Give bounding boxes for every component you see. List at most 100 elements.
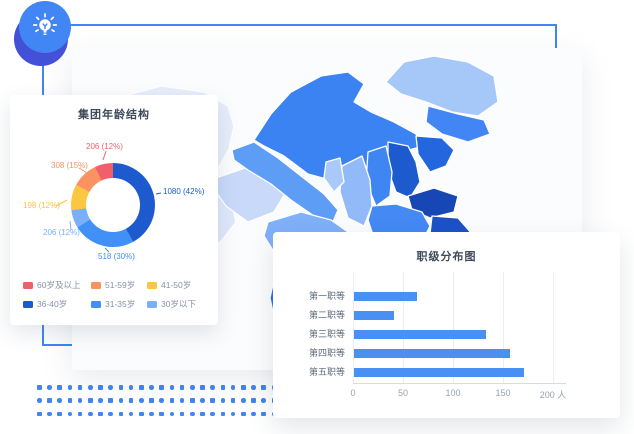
dot xyxy=(230,385,236,390)
dot xyxy=(190,411,195,417)
dot xyxy=(139,385,144,390)
gridline xyxy=(453,272,454,383)
dot xyxy=(261,385,266,390)
dot xyxy=(108,411,113,417)
legend-swatch xyxy=(147,300,157,308)
donut-label: 206 (12%) xyxy=(86,142,123,151)
donut-label: 308 (15%) xyxy=(51,161,88,170)
dot xyxy=(108,385,113,390)
dot xyxy=(200,411,205,417)
dot xyxy=(149,398,154,403)
legend-label: 51-59岁 xyxy=(105,280,136,290)
dot xyxy=(159,398,164,403)
dot xyxy=(88,385,93,390)
dot xyxy=(47,398,52,403)
map-region xyxy=(387,141,421,199)
bar[interactable] xyxy=(354,330,486,339)
legend-swatch xyxy=(91,300,101,308)
gridline xyxy=(553,272,554,383)
dot xyxy=(139,411,144,417)
bar[interactable] xyxy=(354,349,510,358)
dot xyxy=(169,398,175,403)
gridline xyxy=(403,272,404,383)
rank-distribution-card: 职级分布图 0 50 100 150 200 人 第一职等 第二职等 第三职等 第四职等 第五职等 xyxy=(273,232,620,418)
legend-item[interactable]: 60岁及以上 xyxy=(23,279,91,291)
lightbulb-icon xyxy=(32,13,58,35)
bar-category-label: 第二职等 xyxy=(308,310,345,320)
dot xyxy=(159,385,164,390)
legend-swatch xyxy=(23,281,33,289)
dot xyxy=(220,385,226,390)
legend-label: 41-50岁 xyxy=(161,280,192,290)
dot xyxy=(98,398,103,403)
legend-label: 30岁以下 xyxy=(161,299,196,309)
dot xyxy=(261,411,266,417)
dot xyxy=(47,411,52,417)
bar-category-label: 第三职等 xyxy=(308,329,345,339)
bar-category-label: 第一职等 xyxy=(308,291,345,301)
dot xyxy=(251,398,256,403)
x-tick-label: 0 xyxy=(350,388,356,398)
age-donut-chart[interactable] xyxy=(71,163,155,247)
dot xyxy=(88,411,93,417)
gridline xyxy=(353,272,354,383)
x-tick-label: 200 人 xyxy=(539,390,567,400)
dot xyxy=(261,398,266,403)
dot xyxy=(37,398,42,403)
legend-swatch xyxy=(147,281,157,289)
dot xyxy=(190,385,195,390)
dot xyxy=(159,411,164,417)
dot xyxy=(128,411,134,417)
dot xyxy=(67,411,73,417)
map-region xyxy=(415,135,455,173)
legend-item[interactable]: 30岁以下 xyxy=(147,298,205,310)
bar[interactable] xyxy=(354,311,394,320)
dot xyxy=(241,398,246,403)
donut-label: 1080 (42%) xyxy=(163,187,205,196)
legend-label: 60岁及以上 xyxy=(37,280,81,290)
dot xyxy=(118,411,124,417)
bar[interactable] xyxy=(354,368,524,377)
map-region xyxy=(425,105,491,143)
donut-label: 518 (30%) xyxy=(98,252,135,261)
dot xyxy=(128,398,134,403)
dot xyxy=(169,385,175,390)
legend-swatch xyxy=(23,300,33,308)
dot xyxy=(139,398,144,403)
donut-label: 206 (12%) xyxy=(43,228,80,237)
dot xyxy=(200,385,205,390)
dot xyxy=(77,385,83,390)
legend-label: 36-40岁 xyxy=(37,299,68,309)
dot xyxy=(47,385,52,390)
map-region xyxy=(385,55,499,117)
dot xyxy=(241,411,246,417)
dot xyxy=(37,411,42,417)
x-axis-line xyxy=(353,383,566,384)
legend-item[interactable]: 31-35岁 xyxy=(91,298,147,310)
dot xyxy=(169,411,175,417)
legend-swatch xyxy=(91,281,101,289)
x-tick-label: 150 xyxy=(495,388,511,398)
legend-label: 31-35岁 xyxy=(105,299,136,309)
bar-category-label: 第五职等 xyxy=(308,367,345,377)
dot xyxy=(67,385,73,390)
gridline xyxy=(503,272,504,383)
dot xyxy=(37,385,42,390)
dot xyxy=(230,411,236,417)
map-region xyxy=(339,155,373,227)
legend-item[interactable]: 41-50岁 xyxy=(147,279,205,291)
dot xyxy=(179,398,185,403)
lightbulb-badge xyxy=(19,1,71,53)
connector-line-top-elbow xyxy=(555,24,557,50)
bar[interactable] xyxy=(354,292,417,301)
legend-item[interactable]: 51-59岁 xyxy=(91,279,147,291)
dot xyxy=(67,398,73,403)
dot xyxy=(77,411,83,417)
donut-label: 198 (12%) xyxy=(23,201,60,210)
age-chart-title: 集团年龄结构 xyxy=(78,109,150,121)
bar-category-label: 第四职等 xyxy=(308,348,345,358)
legend-item[interactable]: 36-40岁 xyxy=(23,298,91,310)
dot xyxy=(77,398,83,403)
dot xyxy=(128,385,134,390)
